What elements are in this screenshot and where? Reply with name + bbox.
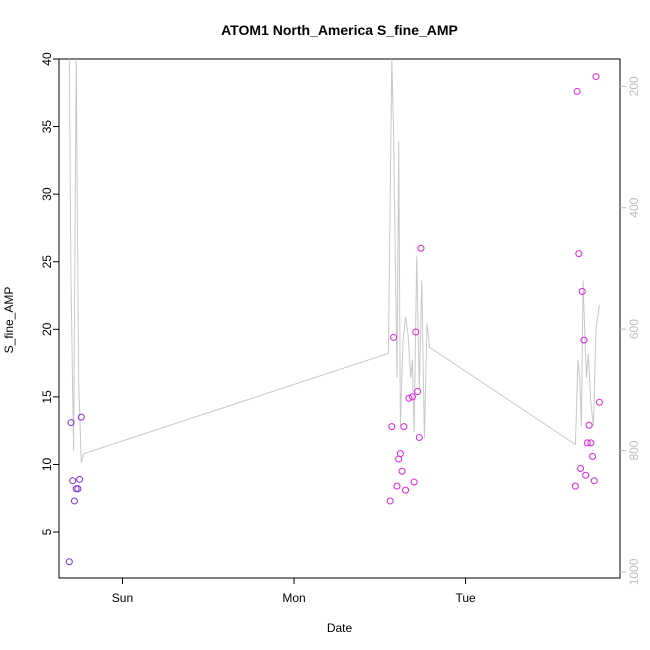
data-point bbox=[67, 419, 75, 427]
x-tick-label: Tue bbox=[455, 591, 476, 605]
y-tick-label: 35 bbox=[40, 120, 54, 134]
data-point bbox=[388, 423, 396, 431]
data-point bbox=[65, 558, 73, 566]
data-point bbox=[589, 452, 597, 460]
data-point bbox=[390, 333, 398, 341]
data-point bbox=[571, 482, 579, 490]
data-point bbox=[587, 439, 595, 447]
data-point bbox=[76, 475, 84, 483]
data-point bbox=[74, 485, 82, 493]
y2-tick-label: 600 bbox=[627, 319, 641, 339]
x-tick-label: Sun bbox=[112, 591, 133, 605]
y2-tick-label: 1000 bbox=[627, 558, 641, 585]
data-point bbox=[414, 387, 422, 395]
y-tick-label: 40 bbox=[40, 52, 54, 66]
data-point bbox=[578, 287, 586, 295]
data-point bbox=[393, 482, 401, 490]
y2-tick-label: 800 bbox=[627, 440, 641, 460]
data-point bbox=[69, 477, 77, 485]
data-point bbox=[410, 478, 418, 486]
data-point bbox=[585, 421, 593, 429]
data-point bbox=[575, 250, 583, 258]
y2-tick-label: 200 bbox=[627, 76, 641, 96]
data-point bbox=[70, 497, 78, 505]
data-point bbox=[415, 433, 423, 441]
data-point bbox=[590, 477, 598, 485]
plot-area: 5 10 15 20 25 30 35 40 200 400 600 800 1000 Sun Mon Tue bbox=[40, 52, 641, 605]
data-point bbox=[408, 393, 416, 401]
y-tick-label: 25 bbox=[40, 255, 54, 269]
y-tick-label: 15 bbox=[40, 390, 54, 404]
y-axis-label: S_fine_AMP bbox=[2, 287, 16, 354]
data-point bbox=[398, 467, 406, 475]
data-point bbox=[573, 87, 581, 95]
data-point bbox=[412, 328, 420, 336]
data-point bbox=[396, 450, 404, 458]
data-point bbox=[595, 398, 603, 406]
y-tick-label: 20 bbox=[40, 322, 54, 336]
data-point bbox=[582, 471, 590, 479]
y-tick-label: 10 bbox=[40, 457, 54, 471]
data-point bbox=[592, 73, 600, 81]
x-tick-label: Mon bbox=[282, 591, 305, 605]
data-point bbox=[77, 413, 85, 421]
y-tick-label: 30 bbox=[40, 187, 54, 201]
y2-tick-label: 400 bbox=[627, 197, 641, 217]
x-axis-label: Date bbox=[327, 621, 353, 635]
data-point bbox=[580, 336, 588, 344]
series-line-0 bbox=[68, 58, 600, 463]
chart-title: ATOM1 North_America S_fine_AMP bbox=[221, 22, 458, 38]
data-point bbox=[405, 394, 413, 402]
data-point bbox=[577, 465, 585, 473]
data-point bbox=[400, 423, 408, 431]
data-point bbox=[417, 244, 425, 252]
data-point bbox=[402, 486, 410, 494]
plot-box bbox=[58, 58, 621, 579]
y-tick-label: 5 bbox=[40, 528, 54, 535]
data-point bbox=[583, 439, 591, 447]
data-point bbox=[386, 497, 394, 505]
